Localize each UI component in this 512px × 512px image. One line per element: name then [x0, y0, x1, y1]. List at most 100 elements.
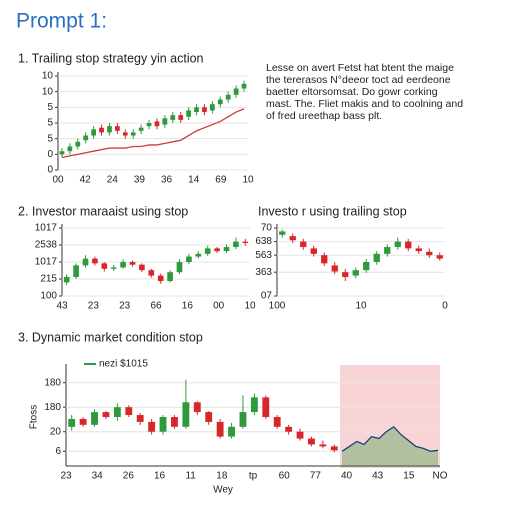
y-axis-label: Ftoss — [29, 405, 40, 429]
x-tick-label: 40 — [341, 471, 353, 482]
x-tick-label: 77 — [310, 471, 322, 482]
note-line: mast. The. Fliet makis and to coolning a… — [266, 98, 463, 110]
y-tick-label: 180 — [44, 377, 61, 388]
candle-body — [225, 94, 231, 100]
y-tick-label: 10 — [42, 86, 54, 97]
x-tick-label: 0 — [442, 301, 448, 312]
candle-body — [167, 272, 173, 282]
candle-body — [162, 118, 168, 125]
candle-body — [214, 248, 220, 252]
x-tick-label: 60 — [279, 471, 291, 482]
candle-body — [182, 402, 190, 427]
candle-body — [148, 270, 155, 276]
y-tick-label: 1017 — [35, 257, 58, 268]
candle-body — [129, 262, 136, 265]
candle-body — [157, 275, 164, 282]
x-tick-label: 100 — [269, 301, 286, 312]
y-tick-label: 5 — [47, 102, 53, 113]
y-tick-label: 1017 — [35, 223, 58, 234]
area-line — [341, 425, 439, 452]
candle-body — [210, 104, 215, 111]
y-tick-label: 0 — [47, 149, 53, 160]
legend-label: nezi $1015 — [99, 359, 148, 370]
candle-body — [178, 115, 184, 120]
candle-body — [373, 253, 380, 262]
candle-body — [384, 247, 391, 254]
y-tick-label: 5 — [47, 133, 53, 144]
candle-body — [241, 83, 247, 89]
candle-body — [68, 418, 76, 427]
candle-body — [285, 426, 293, 432]
x-tick-label: 10 — [355, 301, 367, 312]
x-tick-label: 39 — [134, 175, 146, 186]
y-tick-label: 6 — [55, 446, 61, 457]
candle-body — [415, 248, 422, 252]
candle-body — [308, 438, 315, 445]
x-tick-label: 14 — [188, 175, 200, 186]
y-tick-label: 70 — [261, 223, 273, 234]
chart-title: 3. Dynamic market condition stop — [18, 330, 203, 344]
x-tick-label: 16 — [182, 301, 194, 312]
candle-body — [204, 248, 211, 254]
candle-body — [170, 115, 176, 120]
x-tick-label: 23 — [60, 471, 72, 482]
x-tick-label: 34 — [92, 471, 104, 482]
note-line: Lesse on avert Fetst hat btent the maige — [266, 62, 454, 74]
x-tick-label: 11 — [185, 471, 196, 482]
candle-body — [262, 397, 270, 417]
x-tick-label: 42 — [80, 175, 92, 186]
x-tick-label: 26 — [123, 471, 135, 482]
x-tick-label: 24 — [107, 175, 119, 186]
candle-body — [394, 241, 401, 248]
x-tick-label: 10 — [242, 175, 254, 186]
x-axis-label: Wey — [213, 485, 233, 496]
y-tick-label: 563 — [255, 250, 272, 261]
note-line: of fred ureethap bass plt. — [266, 110, 382, 122]
candle-body — [289, 236, 296, 241]
candle-body — [233, 241, 239, 248]
candle-body — [319, 444, 327, 447]
candle-body — [300, 241, 307, 248]
candle-body — [113, 407, 121, 417]
note-line: the tererasos N°deeor toct ad eerdeone — [266, 74, 451, 86]
y-tick-label: 10 — [42, 71, 54, 82]
candle-body — [75, 141, 81, 147]
candle-body — [59, 151, 65, 155]
candle-body — [99, 127, 104, 133]
y-tick-label: 07 — [261, 291, 273, 302]
candle-body — [352, 270, 359, 276]
candle-body — [202, 107, 207, 113]
candle-body — [310, 248, 317, 254]
x-tick-label: 10 — [244, 301, 256, 312]
candle-body — [405, 241, 412, 249]
candle-body — [136, 415, 144, 422]
note-line: baetter eltorsomsat. Do gowr corking — [266, 86, 438, 98]
candle-body — [193, 402, 201, 413]
candle-body — [148, 421, 156, 432]
x-tick-label: 43 — [56, 301, 68, 312]
candle-body — [79, 418, 87, 425]
candle-body — [296, 431, 304, 439]
x-tick-label: 23 — [119, 301, 131, 312]
candle-body — [154, 121, 160, 127]
y-tick-label: 2538 — [35, 240, 58, 251]
page-title: Prompt 1: — [16, 10, 107, 33]
candle-body — [330, 446, 338, 451]
candle-body — [223, 247, 230, 252]
candle-body — [194, 107, 199, 113]
candle-body — [125, 407, 133, 416]
candle-body — [321, 255, 328, 264]
candle-body — [279, 231, 286, 235]
candle-body — [91, 412, 98, 425]
chart-title: 1. Trailing stop strategy yin action — [18, 51, 204, 65]
candle-body — [159, 417, 167, 432]
candle-body — [436, 255, 443, 259]
candle-body — [205, 412, 213, 422]
x-tick-label: 23 — [88, 301, 100, 312]
x-tick-label: 00 — [52, 175, 64, 186]
candle-body — [242, 241, 249, 243]
candle-body — [216, 421, 224, 437]
candle-body — [426, 251, 433, 256]
candle-body — [228, 426, 235, 437]
